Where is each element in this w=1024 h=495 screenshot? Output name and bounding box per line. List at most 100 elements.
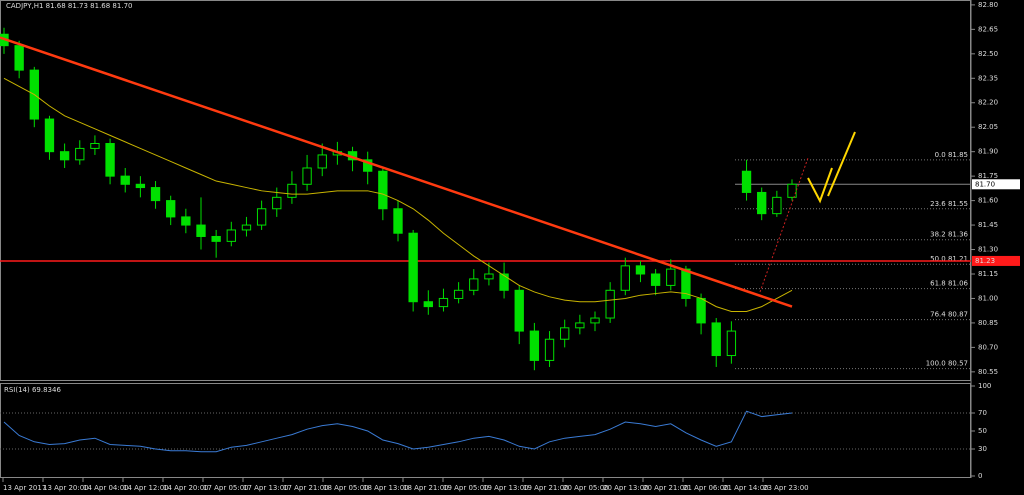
chart-title: CADJPY,H1 81.68 81.73 81.68 81.70 [6,2,132,10]
x-tick-label: 14 Apr 20:00 [163,484,209,492]
candle-body [469,278,479,291]
x-tick-label: 18 Apr 05:00 [323,484,369,492]
y-tick-label: 81.15 [978,270,998,278]
candle-body [529,330,540,361]
y-tick-label: 81.30 [978,246,998,254]
y-tick-label: 81.60 [978,197,998,205]
candle-body [135,183,146,189]
y-tick-label: 82.65 [978,25,998,33]
y-tick-label: 81.45 [978,221,998,229]
candle-body [726,330,737,357]
x-tick-label: 19 Apr 13:00 [483,484,529,492]
price-box [972,179,1020,190]
candle-body [484,273,494,280]
candle-body [287,183,297,198]
fib-label: 23.6 81.55 [930,200,968,208]
candle-body [211,235,221,242]
rsi-tick-label: 0 [978,472,982,480]
candle-body [75,147,85,161]
y-tick-label: 81.75 [978,172,998,180]
candle-body [772,196,782,215]
rsi-tick-label: 70 [978,409,987,417]
candle-body [544,338,555,361]
candle-body [196,224,206,237]
x-tick-label: 21 Apr 06:00 [683,484,729,492]
x-tick-label: 17 Apr 13:00 [243,484,289,492]
candle-body [378,170,388,210]
rsi-tick-label: 100 [978,382,991,390]
candle-body [696,297,706,324]
fib-label: 100.0 80.57 [926,360,968,368]
trendline [0,36,793,308]
fib-label: 61.8 81.06 [930,280,968,288]
y-tick-label: 82.35 [978,74,998,82]
x-tick-label: 19 Apr 21:00 [523,484,569,492]
candle-body [787,183,797,198]
candle-body [44,118,55,153]
candle-body [499,273,509,291]
x-tick-label: 17 Apr 05:00 [203,484,249,492]
candle-body [438,297,449,308]
candle-body [635,265,646,275]
candle-body [14,45,24,71]
x-tick-label: 14 Apr 04:00 [83,484,129,492]
candle-body [575,322,585,329]
candle-body [393,208,403,234]
candle-body [181,216,191,226]
rsi-line [3,410,793,453]
x-tick-label: 23 Apr 23:00 [763,484,809,492]
candle-body [302,167,312,185]
candle-body [90,143,100,149]
candle-body [741,170,752,193]
candle-body [226,229,236,242]
fib-label: 38.2 81.36 [930,231,968,239]
y-tick-label: 80.70 [978,343,998,351]
price-box-label: 81.23 [975,257,995,265]
candle-body [105,143,115,177]
fib-label: 76.4 80.87 [930,311,968,319]
candle-body [711,322,721,357]
y-tick-label: 81.90 [978,148,998,156]
candle-body [620,265,630,291]
candle-body [256,208,267,226]
candle-body [120,175,130,185]
x-tick-label: 13 Apr 20:00 [43,484,89,492]
candle-body [590,317,600,324]
x-tick-label: 14 Apr 12:00 [123,484,169,492]
price-box [972,255,1020,266]
y-tick-label: 81.00 [978,294,998,302]
x-tick-label: 20 Apr 21:00 [643,484,689,492]
fib-label: 0.0 81.85 [935,151,968,159]
candle-body [666,268,676,286]
candle-body [681,268,691,299]
candle-body [650,273,661,286]
candle-body [514,289,524,332]
rsi-tick-label: 50 [978,427,987,435]
candle-body [453,289,464,299]
candle-body [408,232,418,303]
candle-body [241,224,252,231]
zigzag-arrow [827,131,856,197]
candle-body [59,151,70,161]
y-tick-label: 82.80 [978,1,998,9]
candle-body [560,327,570,340]
y-tick-label: 80.55 [978,368,998,376]
rsi-title: RSI(14) 69.8346 [4,386,61,394]
x-tick-label: 20 Apr 05:00 [563,484,609,492]
candle-body [272,196,282,210]
rsi-tick-label: 30 [978,445,987,453]
x-tick-label: 18 Apr 21:00 [403,484,449,492]
candle-body [166,200,176,218]
x-tick-label: 20 Apr 13:00 [603,484,649,492]
moving-average [3,77,793,313]
x-tick-label: 21 Apr 14:00 [723,484,769,492]
zigzag-arrow [807,167,833,204]
x-tick-label: 19 Apr 05:00 [443,484,489,492]
y-tick-label: 80.85 [978,319,998,327]
candle-body [363,159,373,172]
y-tick-label: 82.50 [978,50,998,58]
x-tick-label: 13 Apr 2017 [3,484,46,492]
